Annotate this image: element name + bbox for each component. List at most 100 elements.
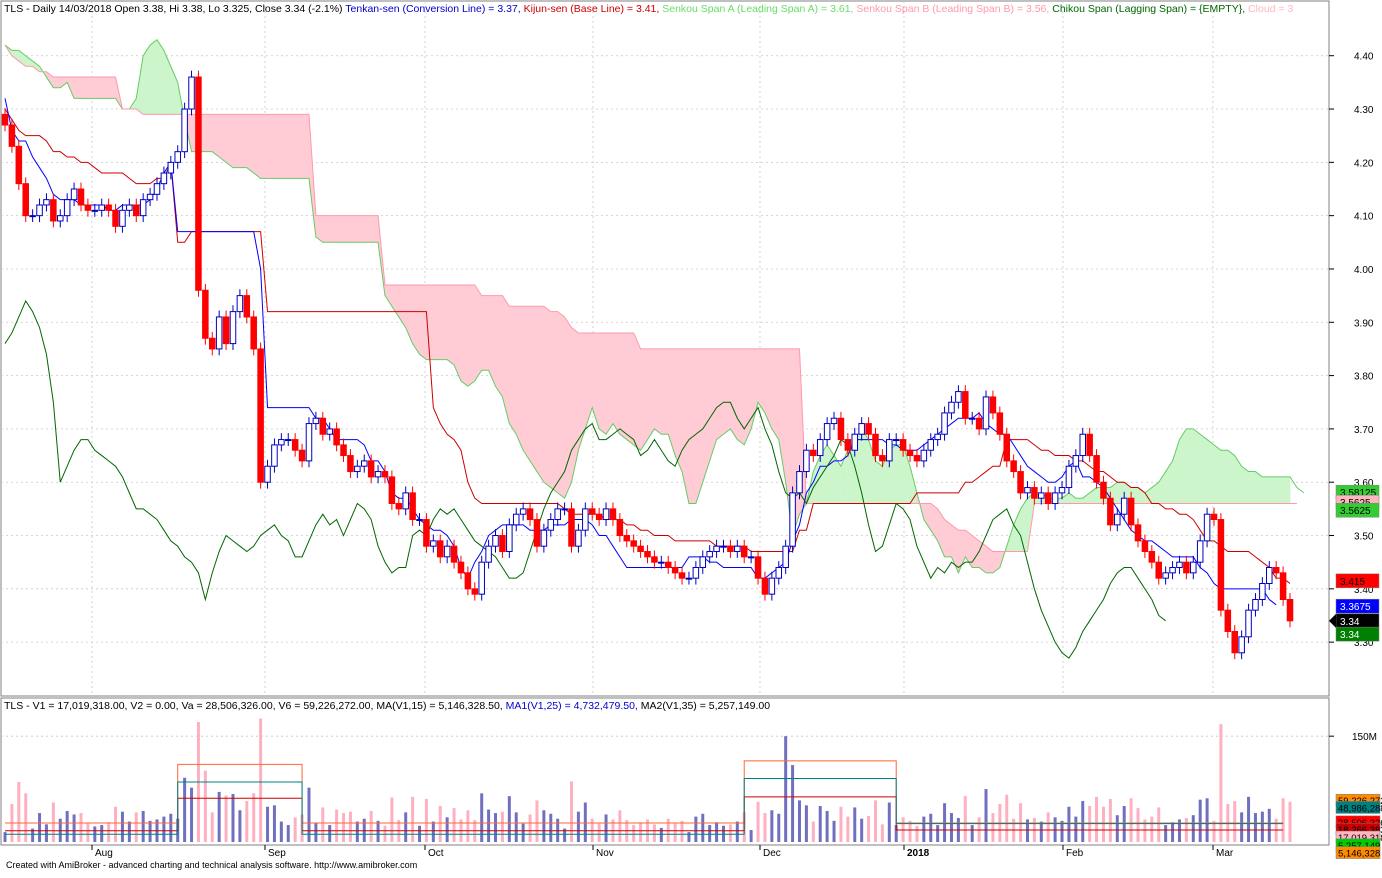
down-candle — [651, 550, 658, 569]
bear-cloud-segment — [515, 305, 524, 451]
volume-bar — [880, 824, 884, 842]
volume-bar — [1219, 724, 1223, 842]
volume-bar — [328, 825, 332, 842]
candle-body — [430, 540, 437, 547]
candle-body — [720, 545, 727, 548]
candle-body — [1169, 567, 1176, 574]
volume-bar — [1198, 799, 1202, 842]
up-candle — [416, 513, 423, 526]
up-candle — [720, 539, 727, 553]
candle-body — [1010, 460, 1017, 473]
price-tag: 3.5625 — [1335, 502, 1380, 518]
bear-cloud-segment — [509, 305, 517, 436]
v1-legend: - V1 = 17,019,318.00, — [23, 700, 127, 712]
down-candle — [1003, 427, 1011, 468]
bull-cloud-segment — [149, 39, 158, 115]
bear-cloud-segment — [723, 348, 731, 435]
down-candle — [195, 70, 202, 297]
candle-body — [264, 465, 271, 483]
bull-cloud-segment — [1248, 471, 1256, 504]
price-tick-label: 3.70 — [1354, 425, 1374, 436]
down-candle — [671, 561, 679, 580]
down-candle — [996, 406, 1004, 441]
candle-body — [333, 428, 340, 446]
volume-bar — [784, 736, 788, 842]
up-candle — [146, 187, 154, 207]
candle-body — [485, 545, 492, 563]
candle-body — [671, 567, 679, 574]
up-candle — [1203, 507, 1211, 548]
up-candle — [775, 561, 783, 585]
volume-bar — [203, 770, 207, 842]
volume-bar — [141, 810, 145, 842]
down-candle — [872, 427, 879, 462]
candle-body — [637, 545, 644, 553]
up-candle — [492, 529, 499, 553]
candle-body — [499, 535, 506, 553]
up-candle — [174, 145, 181, 169]
down-candle — [1155, 555, 1163, 585]
volume-bar — [134, 812, 138, 842]
bear-cloud-segment — [550, 311, 558, 494]
up-candle — [554, 502, 561, 526]
volume-bar — [763, 813, 767, 842]
volume-bar — [1177, 819, 1181, 842]
volume-bar — [728, 824, 732, 842]
up-candle — [768, 571, 776, 601]
volume-bar — [114, 806, 118, 842]
date-tick-label: Oct — [428, 848, 444, 859]
candle-body — [1120, 497, 1128, 515]
volume-bar — [120, 811, 124, 842]
up-candle — [119, 203, 126, 233]
bull-cloud-segment — [1075, 497, 1084, 504]
bear-cloud-segment — [232, 114, 241, 168]
candle-body — [810, 449, 817, 457]
bear-cloud-segment — [274, 114, 282, 179]
price-tag-label: 3.5625 — [1340, 506, 1371, 517]
down-candle — [1017, 465, 1024, 500]
volume-bar — [404, 812, 408, 842]
volume-bar — [72, 814, 76, 842]
candle-body — [561, 508, 568, 511]
up-candle — [181, 102, 188, 159]
candle-body — [50, 199, 57, 222]
volume-bar — [445, 817, 449, 842]
candle-body — [457, 561, 465, 574]
bear-cloud-segment — [80, 76, 89, 99]
bear-cloud-segment — [439, 284, 448, 360]
up-candle — [1072, 449, 1080, 473]
candle-body — [1107, 497, 1114, 526]
volume-bar — [190, 787, 194, 842]
candle-body — [1162, 572, 1169, 579]
volume-bar — [1157, 807, 1161, 842]
up-candle — [1024, 481, 1031, 500]
bear-cloud-segment — [474, 283, 482, 382]
up-candle — [312, 411, 320, 430]
price-tag: 3.3675 — [1335, 598, 1380, 614]
volume-bar — [390, 797, 394, 842]
candle-body — [664, 561, 672, 569]
candle-body — [319, 417, 327, 435]
candle-body — [644, 551, 651, 558]
price-tag: 3.34 — [1335, 613, 1380, 629]
volume-bar — [563, 828, 567, 842]
candle-body — [340, 444, 347, 457]
bear-cloud-segment — [301, 114, 310, 179]
volume-bar — [224, 795, 228, 842]
candle-body — [278, 439, 285, 446]
candle-body — [1238, 636, 1245, 654]
up-candle — [215, 310, 223, 356]
bull-cloud-segment — [1186, 428, 1194, 504]
bear-cloud-segment — [53, 76, 61, 89]
volume-bar — [797, 800, 801, 842]
volume-bar — [272, 805, 276, 842]
price-tag-box — [1335, 626, 1380, 642]
volume-bar — [535, 800, 539, 842]
volume-bar — [355, 821, 359, 842]
volume-bar — [487, 809, 491, 842]
volume-bar — [238, 810, 242, 842]
bull-cloud-segment — [1199, 433, 1208, 504]
volume-bar — [183, 777, 187, 842]
price-tag-label: 3.34 — [1340, 630, 1360, 641]
ma2-legend: MA2(V1,35) = 5,257,149.00 — [641, 700, 770, 712]
